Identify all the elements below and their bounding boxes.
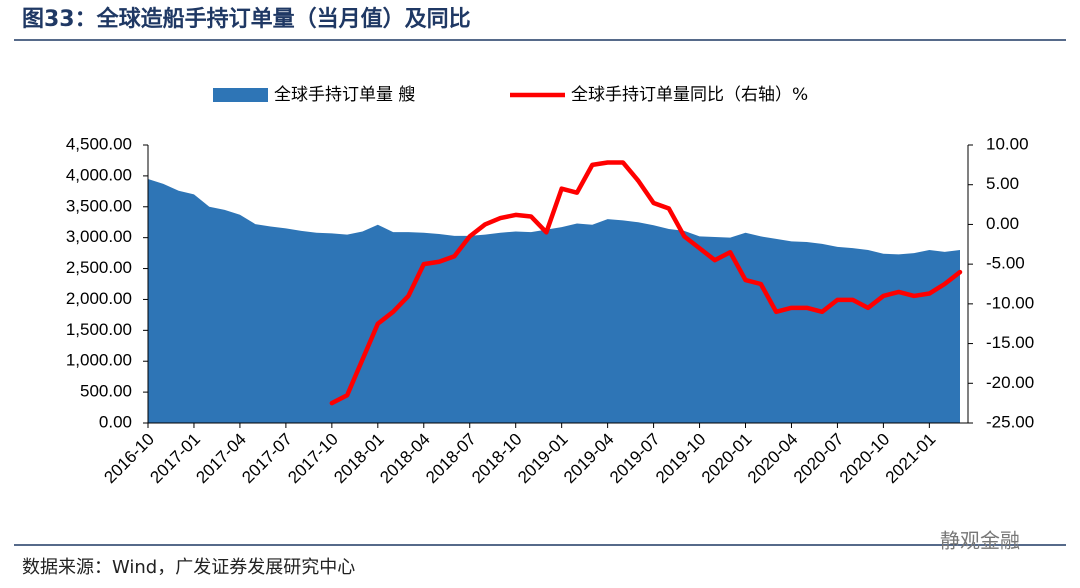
legend-label: 全球手持订单量同比（右轴）%	[571, 85, 808, 105]
y-tick-label: 4,000.00	[66, 165, 132, 184]
x-tick-label: 2017-10	[284, 430, 342, 488]
y2-tick-label: 0.00	[986, 214, 1019, 233]
legend-swatch	[213, 88, 268, 102]
x-tick-label: 2017-07	[238, 430, 296, 488]
y2-tick-label: -25.00	[986, 412, 1034, 431]
y2-tick-label: -20.00	[986, 373, 1034, 392]
x-tick-label: 2019-07	[606, 430, 664, 488]
x-tick-label: 2020-07	[790, 430, 848, 488]
y-tick-label: 1,000.00	[66, 351, 132, 370]
y-tick-label: 4,500.00	[66, 134, 132, 153]
y2-tick-label: -5.00	[986, 254, 1025, 273]
x-tick-label: 2018-10	[468, 430, 526, 488]
x-tick-label: 2018-01	[330, 430, 388, 488]
area	[148, 178, 960, 423]
y-tick-label: 1,500.00	[66, 320, 132, 339]
watermark: 静观金融	[940, 529, 1020, 553]
x-tick-label: 2020-01	[698, 430, 756, 488]
line	[329, 160, 963, 406]
y-tick-label: 500.00	[80, 382, 132, 401]
x-tick-label: 2019-04	[560, 430, 618, 488]
x-tick-label: 2018-07	[422, 430, 480, 488]
y2-tick-label: 10.00	[986, 134, 1029, 153]
y-tick-label: 2,000.00	[66, 289, 132, 308]
y2-tick-label: -10.00	[986, 293, 1034, 312]
y-tick-label: 3,500.00	[66, 196, 132, 215]
chart-title: 图33：全球造船手持订单量（当月值）及同比	[22, 6, 471, 32]
legend-label: 全球手持订单量 艘	[274, 85, 415, 105]
y2-tick-label: 5.00	[986, 174, 1019, 193]
y-tick-label: 0.00	[99, 412, 132, 431]
x-tick-label: 2017-04	[192, 430, 250, 488]
x-tick-label: 2019-01	[514, 430, 572, 488]
x-tick-label: 2017-01	[146, 430, 204, 488]
x-tick-label: 2016-10	[100, 430, 158, 488]
source: 数据来源：Wind，广发证券发展研究中心	[22, 557, 355, 578]
x-tick-label: 2019-10	[652, 430, 710, 488]
y-tick-label: 2,500.00	[66, 258, 132, 277]
y2-tick-label: -15.00	[986, 333, 1034, 352]
y-tick-label: 3,000.00	[66, 227, 132, 246]
x-tick-label: 2020-04	[744, 430, 802, 488]
x-tick-label: 2021-01	[882, 430, 940, 488]
x-tick-label: 2020-10	[836, 430, 894, 488]
x-tick-label: 2018-04	[376, 430, 434, 488]
